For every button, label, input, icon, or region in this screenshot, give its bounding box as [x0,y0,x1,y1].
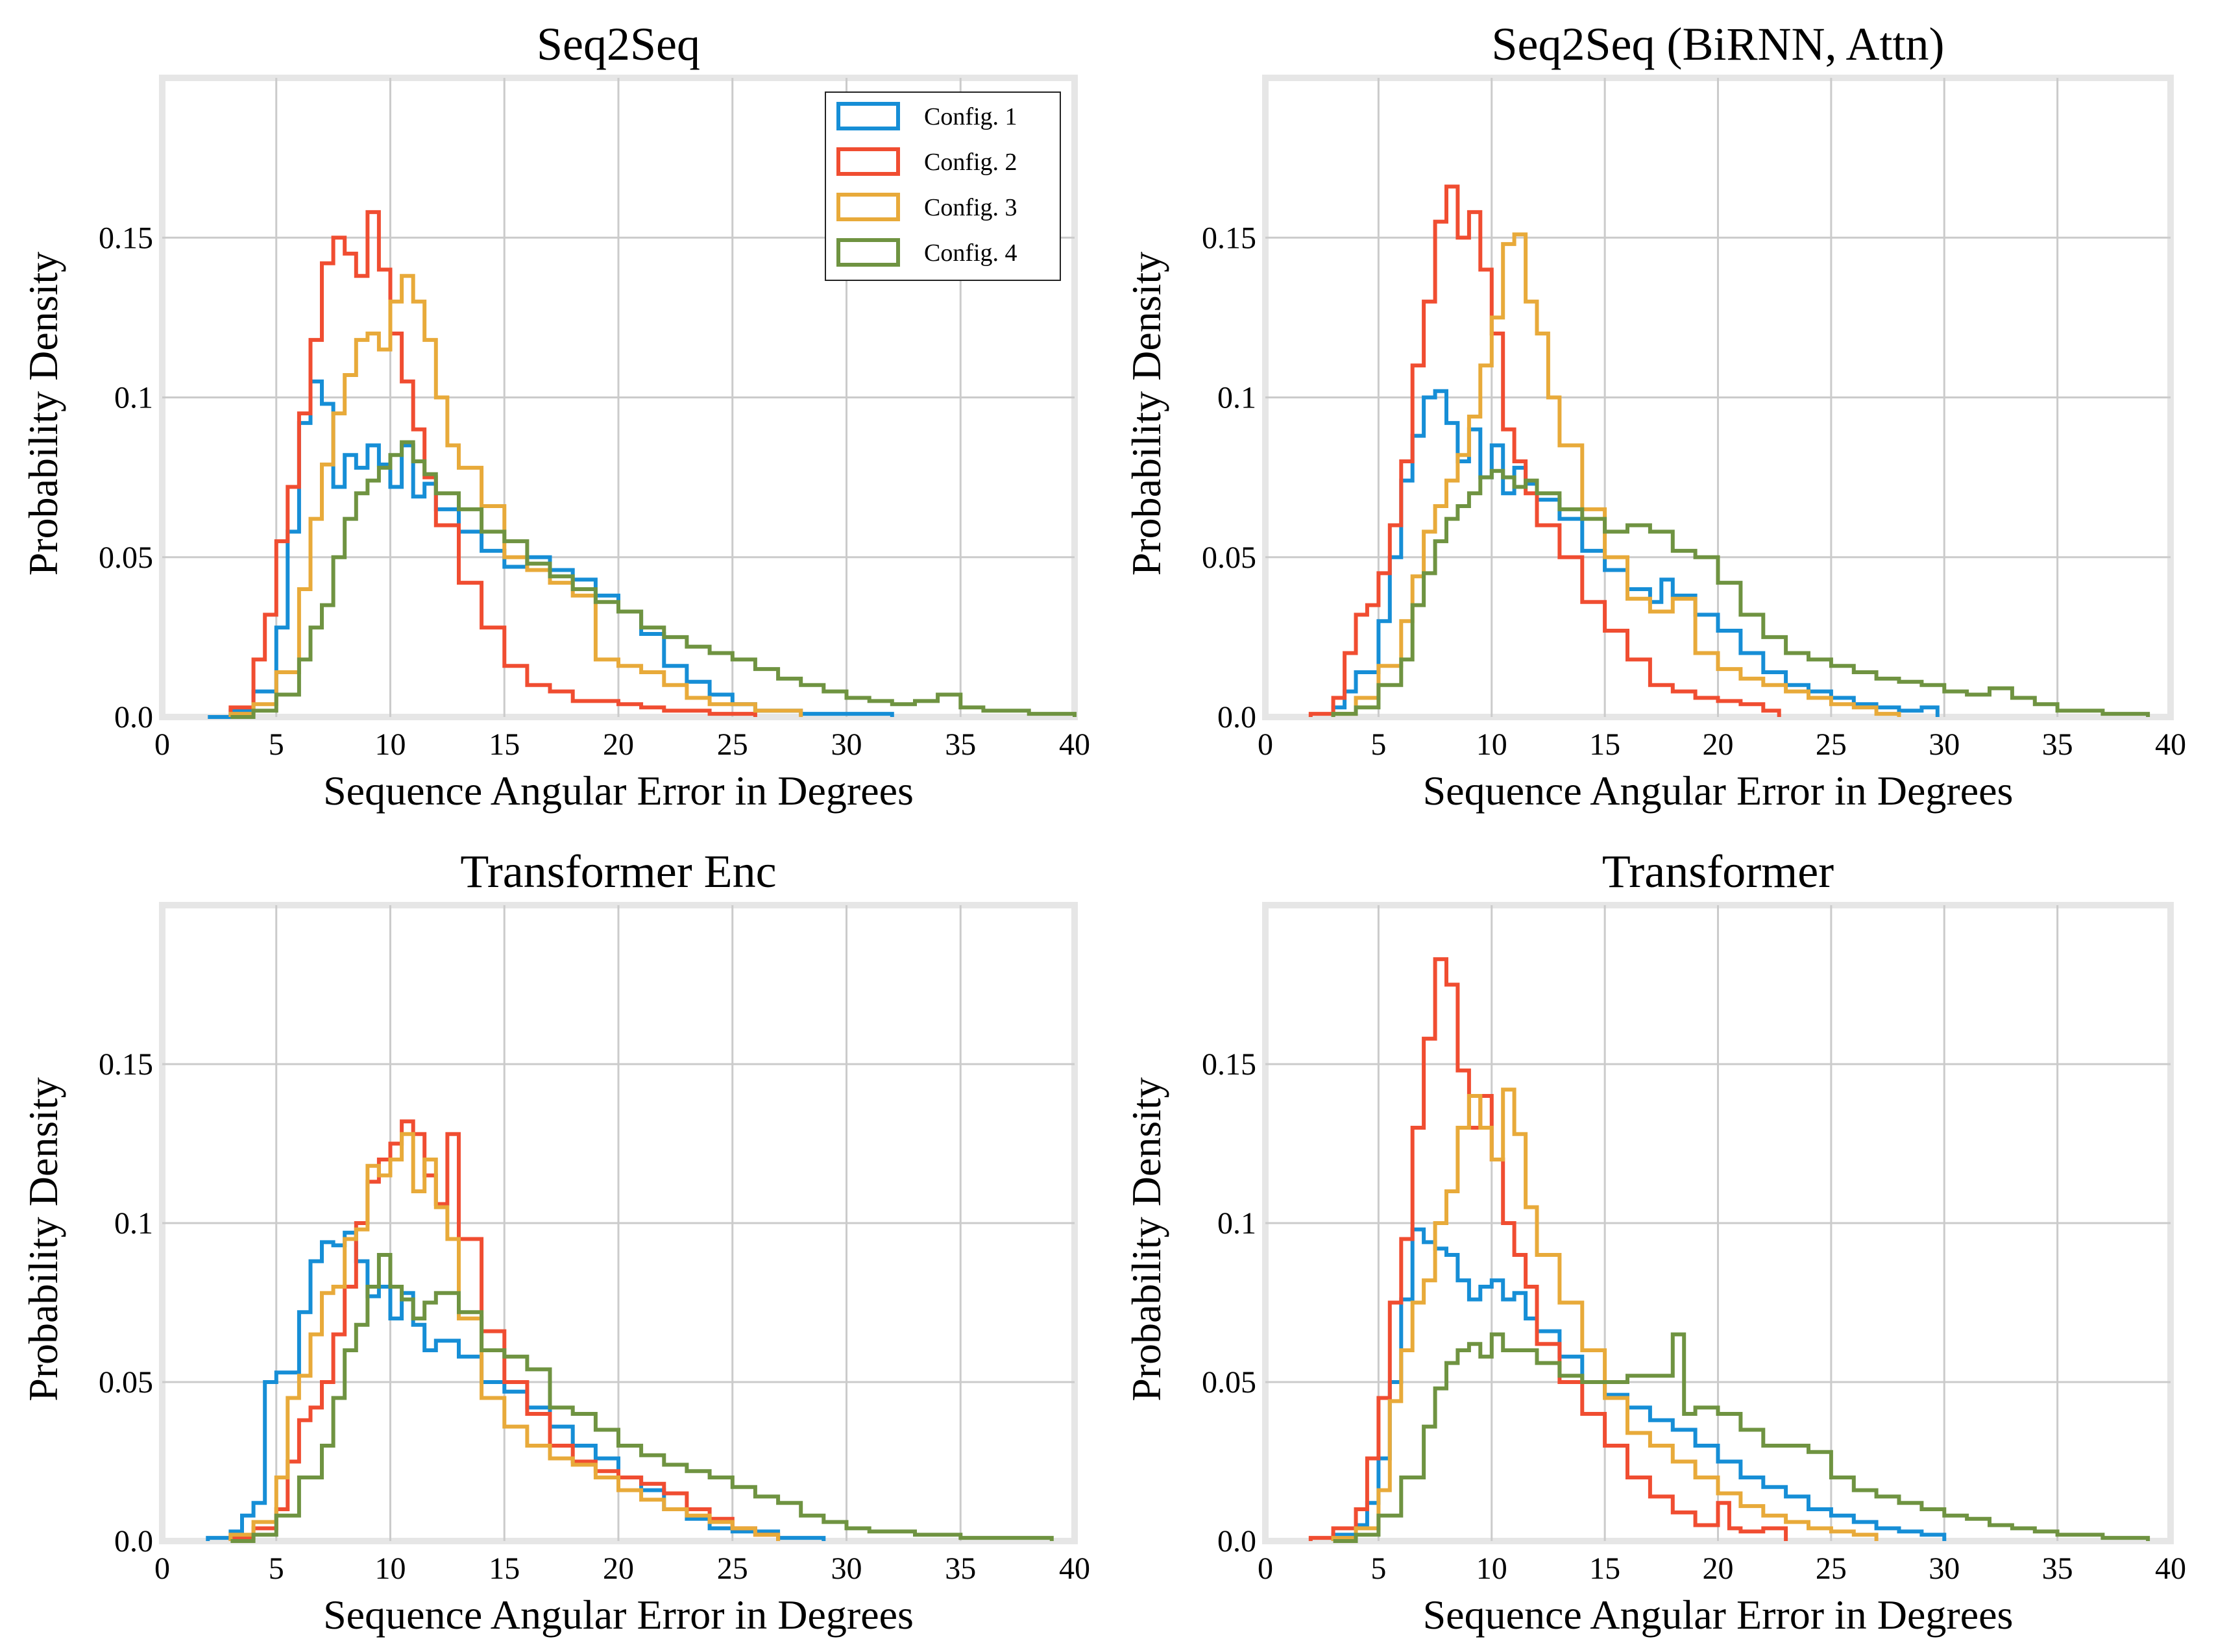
series-1-step-line [1331,1227,1947,1541]
x-tick-label: 15 [489,1551,520,1586]
y-tick-label: 0.05 [1202,1365,1256,1400]
legend-entry: Config. 3 [924,194,1017,221]
x-tick-label: 5 [1370,727,1386,762]
x-tick-label: 0 [154,1551,170,1586]
y-tick-label: 0.15 [99,1047,153,1082]
x-axis-label: Sequence Angular Error in Degrees [323,1592,914,1638]
x-tick-label: 35 [2042,727,2073,762]
x-tick-label: 0 [1258,1551,1273,1586]
x-tick-label: 35 [2042,1551,2073,1586]
chart-title: Transformer [1602,845,1834,897]
x-tick-label: 25 [1816,727,1847,762]
legend-entry: Config. 1 [924,103,1017,130]
y-tick-label: 0.15 [1202,1047,1256,1082]
series-3-step-line [1331,1087,1879,1541]
x-tick-label: 35 [945,727,976,762]
y-tick-label: 0.0 [114,1524,153,1559]
panel-1: 0 5 10 15 20 25 30 35 40 0.0 0.05 0.1 0.15 Seq2Seq Seq… [20,18,1090,814]
y-tick-label: 0.1 [1217,381,1256,415]
x-tick-label: 0 [1258,727,1273,762]
panel-3: 0 5 10 15 20 25 30 35 40 0.0 0.05 0.1 0.15 Transforme… [20,845,1090,1638]
series-2-step-line [1308,184,1781,717]
x-tick-label: 40 [2155,1551,2186,1586]
series-3-step-line [228,1132,781,1541]
y-axis-label: Probability Density [20,252,66,576]
x-tick-label: 35 [945,1551,976,1586]
x-tick-label: 5 [269,1551,284,1586]
x-tick-label: 10 [375,727,406,762]
series-1-step-line [206,1230,826,1541]
x-tick-label: 10 [1476,727,1507,762]
x-tick-label: 30 [1929,727,1960,762]
x-tick-label: 40 [1059,1551,1090,1586]
y-tick-label: 0.1 [114,1206,153,1241]
x-tick-label: 25 [717,727,748,762]
legend-box [825,91,1061,281]
y-tick-label: 0.1 [114,381,153,415]
legend-entry: Config. 4 [924,239,1017,267]
x-tick-label: 20 [1703,1551,1734,1586]
x-tick-label: 20 [603,1551,634,1586]
y-tick-label: 0.15 [1202,221,1256,255]
x-tick-label: 0 [154,727,170,762]
y-axis-label: Probability Density [20,1077,66,1402]
x-axis-label: Sequence Angular Error in Degrees [1423,768,2014,814]
series-2-step-line [1308,957,1788,1541]
chart-title: Seq2Seq [537,18,700,70]
legend-swatch [836,238,900,267]
x-tick-label: 30 [831,727,862,762]
legend-swatch [836,147,900,176]
series-4-step-line [1333,1332,2150,1543]
legend: Config. 1 Config. 2 Config. 3 Config. 4 [825,91,1061,281]
panel-4: 0 5 10 15 20 25 30 35 40 0.0 0.05 0.1 0.15 Transforme… [1123,845,2186,1638]
chart-title: Seq2Seq (BiRNN, Attn) [1491,18,1944,70]
legend-swatch [836,193,900,221]
x-tick-label: 5 [269,727,284,762]
y-axis-label: Probability Density [1123,252,1169,576]
series-4-step-line [230,1253,1054,1543]
x-tick-label: 15 [489,727,520,762]
x-tick-label: 5 [1370,1551,1386,1586]
x-tick-label: 40 [2155,727,2186,762]
x-tick-label: 30 [1929,1551,1960,1586]
x-tick-label: 10 [375,1551,406,1586]
y-tick-label: 0.1 [1217,1206,1256,1241]
x-axis-label: Sequence Angular Error in Degrees [323,768,914,814]
legend-swatch [836,102,900,130]
chart-title: Transformer Enc [460,845,776,897]
series-4-step-line [1331,468,2150,717]
y-tick-label: 0.15 [99,221,153,255]
panel-2: 0 5 10 15 20 25 30 35 40 0.0 0.05 0.1 0.15 Seq2Seq (B… [1123,18,2186,814]
x-tick-label: 25 [1816,1551,1847,1586]
series-2-step-line [228,210,757,717]
y-tick-label: 0.05 [99,1365,153,1400]
y-tick-label: 0.0 [114,700,153,735]
legend-entry: Config. 2 [924,149,1017,176]
x-tick-label: 40 [1059,727,1090,762]
x-tick-label: 10 [1476,1551,1507,1586]
y-tick-label: 0.0 [1217,700,1256,735]
x-axis-label: Sequence Angular Error in Degrees [1423,1592,2014,1638]
y-tick-label: 0.05 [99,541,153,575]
series-3-step-line [1331,232,1901,717]
x-tick-label: 25 [717,1551,748,1586]
x-tick-label: 15 [1589,1551,1620,1586]
x-tick-label: 30 [831,1551,862,1586]
y-tick-label: 0.0 [1217,1524,1256,1559]
y-tick-label: 0.05 [1202,541,1256,575]
x-tick-label: 20 [603,727,634,762]
y-axis-label: Probability Density [1123,1077,1169,1402]
series-4-step-line [230,440,1077,719]
series-3-step-line [228,274,803,717]
x-tick-label: 15 [1589,727,1620,762]
x-tick-label: 20 [1703,727,1734,762]
